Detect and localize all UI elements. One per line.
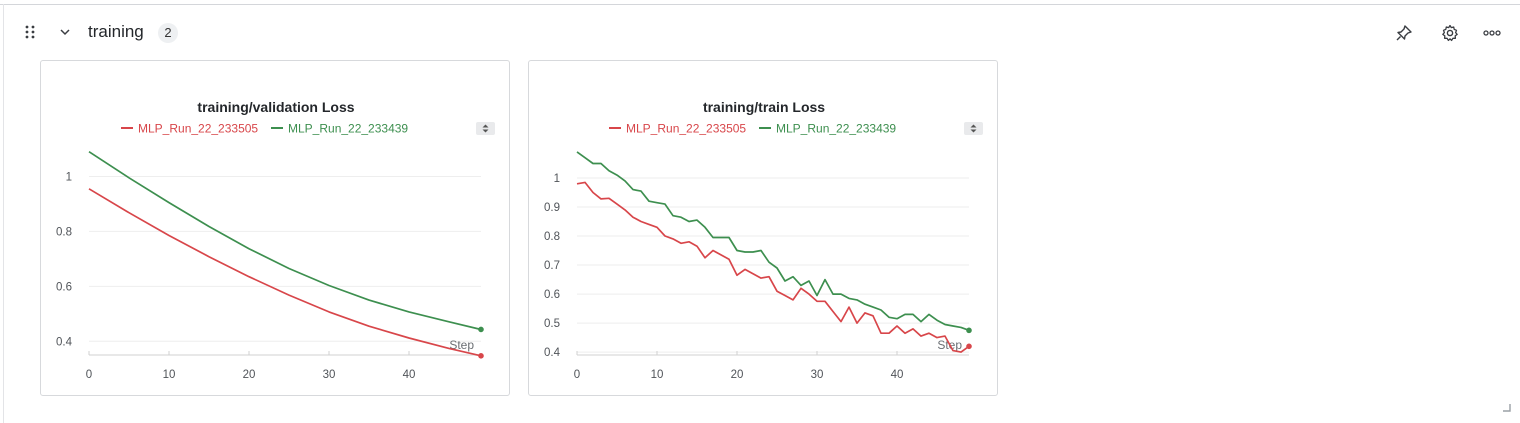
panel-validation-loss[interactable]: training/validation Loss MLP_Run_22_23350…: [40, 60, 510, 396]
x-tick-label: 20: [731, 369, 744, 381]
section-top-border: [0, 4, 1520, 5]
gear-icon[interactable]: [1440, 23, 1460, 43]
panel-train-loss[interactable]: training/train Loss MLP_Run_22_233505 MLP_…: [528, 60, 998, 396]
y-tick-label: 0.4: [56, 336, 73, 348]
pin-icon[interactable]: [1394, 23, 1414, 43]
resize-handle-icon[interactable]: [1500, 400, 1512, 412]
panel-count-badge: 2: [158, 23, 178, 43]
legend-entry[interactable]: MLP_Run_22_233439: [776, 122, 896, 136]
series-line[interactable]: [88, 150, 482, 331]
legend-entry[interactable]: MLP_Run_22_233505: [626, 122, 746, 136]
series-endpoint: [478, 326, 484, 333]
y-tick-label: 0.9: [544, 202, 560, 214]
y-tick-label: 0.4: [544, 347, 561, 359]
chart-title: training/validation Loss: [197, 99, 354, 115]
y-tick-label: 1: [66, 171, 72, 183]
more-horizontal-icon[interactable]: [1482, 23, 1502, 43]
series-endpoint: [966, 343, 972, 350]
series-endpoint: [966, 327, 972, 334]
drag-handle-icon[interactable]: [22, 24, 38, 40]
y-tick-label: 0.8: [544, 231, 560, 243]
x-tick-label: 0: [86, 369, 92, 381]
x-tick-label: 0: [574, 369, 580, 381]
x-tick-label: 20: [243, 369, 256, 381]
y-tick-label: 1: [554, 173, 560, 185]
y-tick-label: 0.6: [56, 281, 72, 293]
legend-scroll-icon[interactable]: [476, 122, 495, 135]
series-endpoint: [478, 353, 484, 359]
chart-validation-loss: training/validation Loss MLP_Run_22_23350…: [56, 99, 495, 381]
x-axis-label: Step: [449, 338, 474, 352]
chart-train-loss: training/train Loss MLP_Run_22_233505 MLP_…: [544, 99, 983, 381]
y-tick-label: 0.8: [56, 226, 72, 238]
x-tick-label: 40: [403, 369, 416, 381]
x-tick-label: 10: [651, 369, 664, 381]
series-line[interactable]: [88, 188, 482, 357]
legend-entry[interactable]: MLP_Run_22_233505: [138, 122, 258, 136]
section-left-border: [3, 4, 4, 423]
chart-title: training/train Loss: [703, 99, 825, 115]
y-tick-label: 0.5: [544, 318, 560, 330]
series-line[interactable]: [576, 181, 970, 353]
x-tick-label: 40: [891, 369, 904, 381]
x-tick-label: 10: [163, 369, 176, 381]
x-tick-label: 30: [323, 369, 336, 381]
legend-entry[interactable]: MLP_Run_22_233439: [288, 122, 408, 136]
chevron-down-icon[interactable]: [58, 25, 72, 39]
x-tick-label: 30: [811, 369, 824, 381]
y-tick-label: 0.6: [544, 289, 560, 301]
legend-scroll-icon[interactable]: [964, 122, 983, 135]
section-title[interactable]: training: [88, 22, 144, 41]
section-header: training 2: [0, 18, 1520, 48]
y-tick-label: 0.7: [544, 260, 560, 272]
series-line[interactable]: [576, 151, 970, 332]
